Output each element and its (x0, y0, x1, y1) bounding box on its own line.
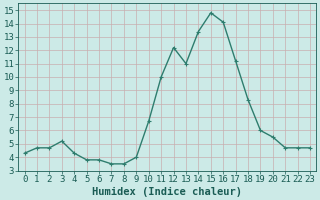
X-axis label: Humidex (Indice chaleur): Humidex (Indice chaleur) (92, 186, 242, 197)
